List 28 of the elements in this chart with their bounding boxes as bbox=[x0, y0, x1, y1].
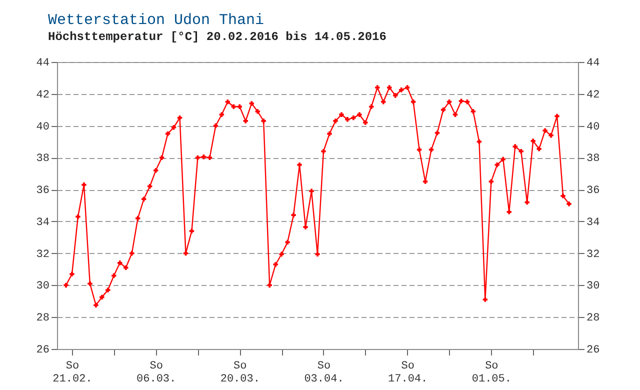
y2-tick-label: 34 bbox=[586, 216, 600, 229]
y2-tick-label: 32 bbox=[586, 248, 600, 261]
y-tick-label: 36 bbox=[36, 185, 50, 198]
y-tick-label: 40 bbox=[36, 121, 50, 134]
y-tick-label: 32 bbox=[36, 248, 50, 261]
x-tick-label: So 17.04. bbox=[388, 360, 428, 386]
y-tick-label: 28 bbox=[36, 312, 50, 325]
x-tick-label: So 03.04. bbox=[304, 360, 344, 386]
x-tick-label: So 06.03. bbox=[136, 360, 176, 386]
x-tick-label: So 21.02. bbox=[52, 360, 92, 386]
y-tick-label: 38 bbox=[36, 153, 50, 166]
y-tick-label: 30 bbox=[36, 280, 50, 293]
x-tick-label: So 20.03. bbox=[220, 360, 260, 386]
chart-subtitle: Höchsttemperatur [°C] 20.02.2016 bis 14.05.2016 bbox=[48, 30, 386, 44]
y2-tick-label: 36 bbox=[586, 185, 600, 198]
y-tick-label: 44 bbox=[36, 58, 50, 70]
x-tick-label: So 01.05. bbox=[472, 360, 512, 386]
y2-tick-label: 38 bbox=[586, 153, 600, 166]
y-tick-label: 42 bbox=[36, 89, 50, 102]
y-tick-label: 26 bbox=[36, 344, 50, 356]
chart-title: Wetterstation Udon Thani bbox=[48, 12, 264, 29]
y2-tick-label: 28 bbox=[586, 312, 600, 325]
y-tick-label: 34 bbox=[36, 216, 50, 229]
y2-tick-label: 40 bbox=[586, 121, 600, 134]
y2-tick-label: 44 bbox=[586, 58, 600, 70]
y2-tick-label: 26 bbox=[586, 344, 600, 356]
y2-tick-label: 30 bbox=[586, 280, 600, 293]
y2-tick-label: 42 bbox=[586, 89, 600, 102]
